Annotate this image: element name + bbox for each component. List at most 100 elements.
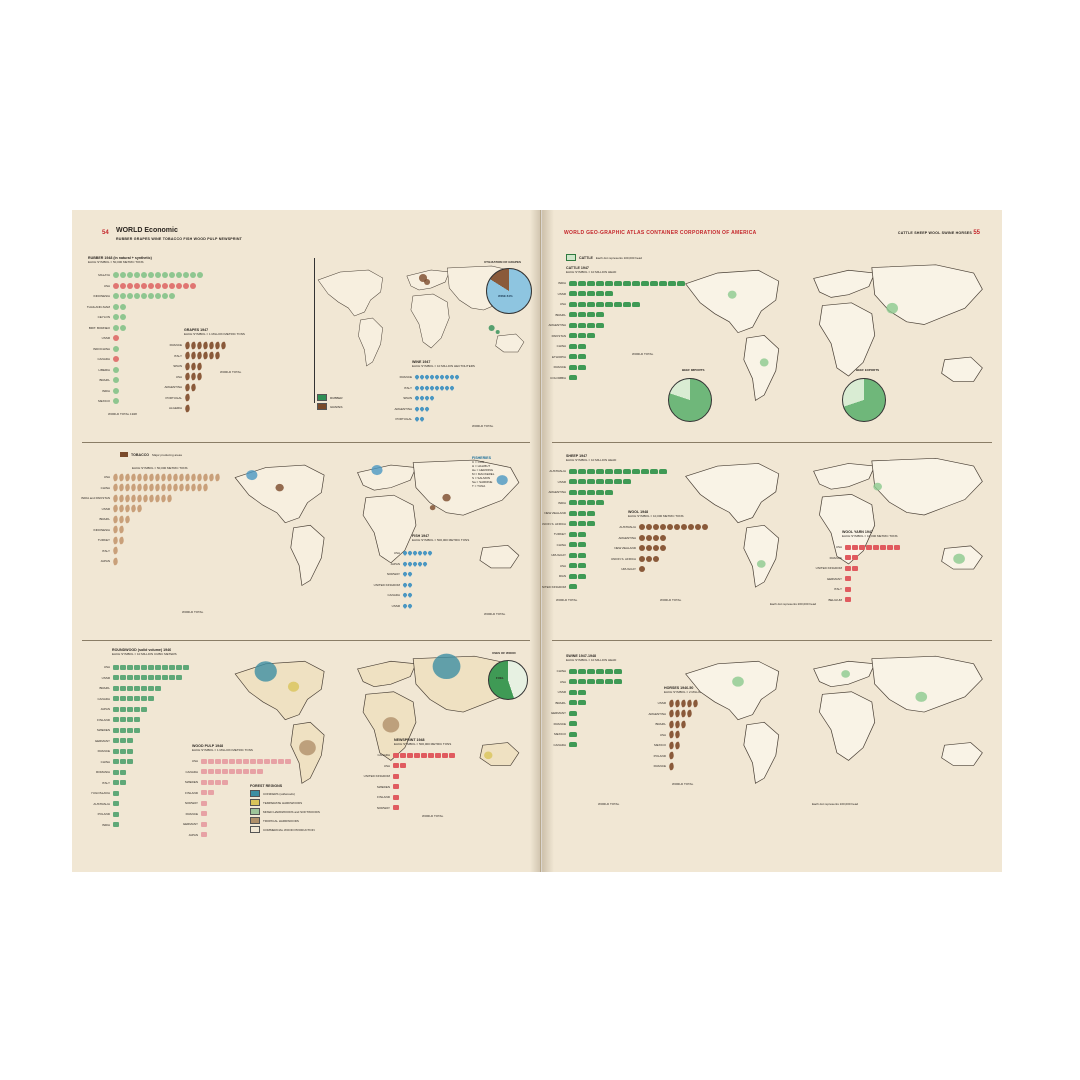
pictogram-row: JAPAN — [72, 556, 220, 567]
row-label: USA — [103, 665, 110, 670]
pictogram-symbol — [120, 293, 126, 300]
map-region-marker — [488, 325, 495, 331]
pictogram-symbol — [845, 565, 851, 571]
pictogram-row: AUSTRALIA — [542, 466, 667, 477]
map-region-marker — [432, 653, 461, 680]
row-label: CHINA — [556, 542, 566, 547]
pictogram-symbol — [113, 685, 119, 691]
legend-conifers: CONIFERS (softwoods) — [250, 790, 320, 797]
row-label: INDIA — [557, 281, 566, 286]
pictogram-row: NORWAY — [160, 798, 291, 809]
pictogram-symbol — [569, 521, 577, 527]
right-page: WORLD GEO-GRAPHIC ATLAS CONTAINER CORPOR… — [542, 210, 1002, 872]
pictogram-symbol — [569, 573, 577, 579]
pictogram-symbol — [407, 602, 413, 609]
world-map-swine — [685, 655, 983, 784]
row-label: ARGENTINA — [164, 385, 182, 390]
pictogram-symbol — [123, 515, 132, 524]
row-label: INDIA — [557, 500, 566, 505]
pictogram-row: USA — [362, 548, 433, 559]
fish-unit: EACH SYMBOL = 500,000 METRIC TONS — [412, 538, 470, 542]
pictogram-row: USA — [352, 761, 455, 772]
pictogram-row: CANADA — [72, 694, 189, 705]
pictogram-symbol — [120, 706, 126, 712]
row-label: JAPAN — [100, 707, 110, 712]
pictogram-row: BRIT. BORNEO — [72, 323, 203, 334]
pictogram-symbol — [646, 524, 652, 531]
pictogram-symbol — [183, 372, 192, 381]
pictogram-symbol — [587, 500, 595, 506]
continent-outline — [317, 269, 383, 317]
pictogram-symbol — [677, 280, 685, 286]
pictogram-symbol — [134, 664, 140, 670]
map-region-marker — [299, 740, 316, 756]
fisheries-legend: FISHERIES C = COD H = HALIBUT He = HERRI… — [472, 456, 495, 488]
pictogram-symbol — [393, 763, 399, 769]
pictogram-row: USA — [72, 662, 189, 673]
pictogram-symbol — [155, 293, 161, 300]
pictogram-symbol — [113, 387, 119, 394]
pictogram-symbol — [113, 706, 119, 712]
tobacco-rows: USA CHINA INDIA and PAKISTAN USSR BRAZIL INDO… — [72, 472, 222, 567]
continent-outline — [685, 463, 780, 524]
pictogram-row: FINLAND — [160, 788, 291, 799]
wool-yarn-panel: WOOL YARN 1947 EACH SYMBOL = 10,000 METR… — [842, 530, 898, 538]
pictogram-symbol — [243, 769, 249, 775]
page-subtitle: RUBBER GRAPES WINE TOBACCO FISH WOOD PUL… — [116, 237, 243, 241]
pictogram-symbol — [605, 489, 613, 495]
pictogram-row: FINLAND — [352, 792, 455, 803]
pictogram-symbol — [141, 675, 147, 681]
pictogram-symbol — [169, 664, 175, 670]
pictogram-row: PORTUGAL — [144, 393, 226, 404]
pictogram-symbol — [614, 679, 622, 685]
pictogram-row: CEYLON — [72, 312, 203, 323]
rubber-total: WORLD TOTAL 1948 — [108, 412, 137, 416]
horses-title: HORSES 1946-50 — [664, 686, 694, 690]
pictogram-symbol — [141, 685, 147, 691]
pictogram-row: UNION S. AFRICA — [598, 554, 708, 565]
map-region-marker — [382, 717, 400, 733]
legend-commercial: COMMERCIAL WOOD PRODUCTION — [250, 826, 320, 833]
row-label: POLAND — [97, 812, 110, 817]
pictogram-row: COLOMBIA — [542, 373, 685, 384]
pictogram-row: GERMANY — [160, 819, 291, 830]
row-label: FRANCE — [553, 721, 566, 726]
pictogram-symbol — [587, 333, 595, 339]
pictogram-row: FRANCE — [542, 362, 685, 373]
pictogram-row: FRANCE — [144, 340, 228, 351]
pictogram-row: BRAZIL — [72, 683, 189, 694]
map-region-marker — [915, 691, 928, 702]
pictogram-symbol — [681, 524, 687, 531]
pictogram-symbol — [419, 416, 425, 423]
legend-grapes: GRAPES — [317, 403, 343, 410]
pictogram-symbol — [141, 293, 147, 300]
continent-outline — [685, 269, 780, 334]
row-label: ARGENTINA — [548, 323, 566, 328]
pictogram-symbol — [578, 291, 586, 297]
pictogram-symbol — [569, 312, 577, 318]
pictogram-symbol — [578, 479, 586, 485]
pictogram-row: USA — [72, 281, 203, 292]
pictogram-symbol — [141, 696, 147, 702]
pictogram-row: USA — [542, 677, 622, 688]
row-label: PAKISTAN — [551, 333, 566, 338]
pictogram-symbol — [120, 282, 126, 289]
pictogram-symbol — [596, 322, 604, 328]
pictogram-row: PAKISTAN — [542, 331, 685, 342]
pictogram-symbol — [587, 322, 595, 328]
pictogram-symbol — [605, 280, 613, 286]
row-label: AUSTRALIA — [549, 469, 566, 474]
pictogram-symbol — [201, 483, 210, 492]
pictogram-row: INDIA — [72, 820, 189, 831]
horses-total: WORLD TOTAL — [672, 782, 694, 786]
row-label: INDONESIA — [93, 294, 110, 299]
newsprint-unit: EACH SYMBOL = 500,000 METRIC TONS — [394, 742, 452, 746]
pictogram-symbol — [845, 544, 851, 550]
pictogram-symbol — [605, 291, 613, 297]
pictogram-symbol — [155, 675, 161, 681]
pictogram-symbol — [400, 763, 406, 769]
pictogram-row: UNITED KINGDOM — [804, 563, 900, 574]
pictogram-symbol — [183, 351, 192, 360]
pictogram-row: USA — [804, 542, 900, 553]
pictogram-row: ITALY — [144, 351, 226, 362]
